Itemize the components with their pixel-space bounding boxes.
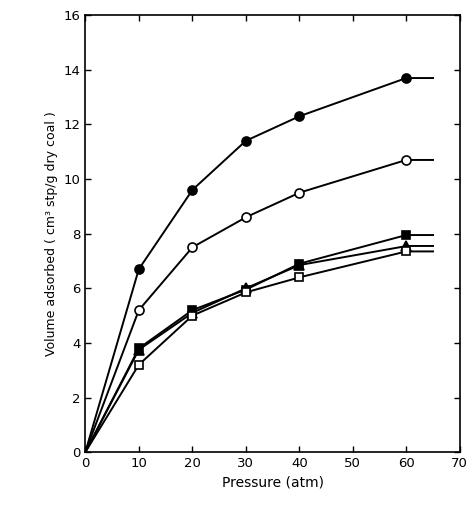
Y-axis label: Volume adsorbed ( cm³ stp/g dry coal ): Volume adsorbed ( cm³ stp/g dry coal ) xyxy=(45,111,58,356)
X-axis label: Pressure (atm): Pressure (atm) xyxy=(221,475,324,490)
